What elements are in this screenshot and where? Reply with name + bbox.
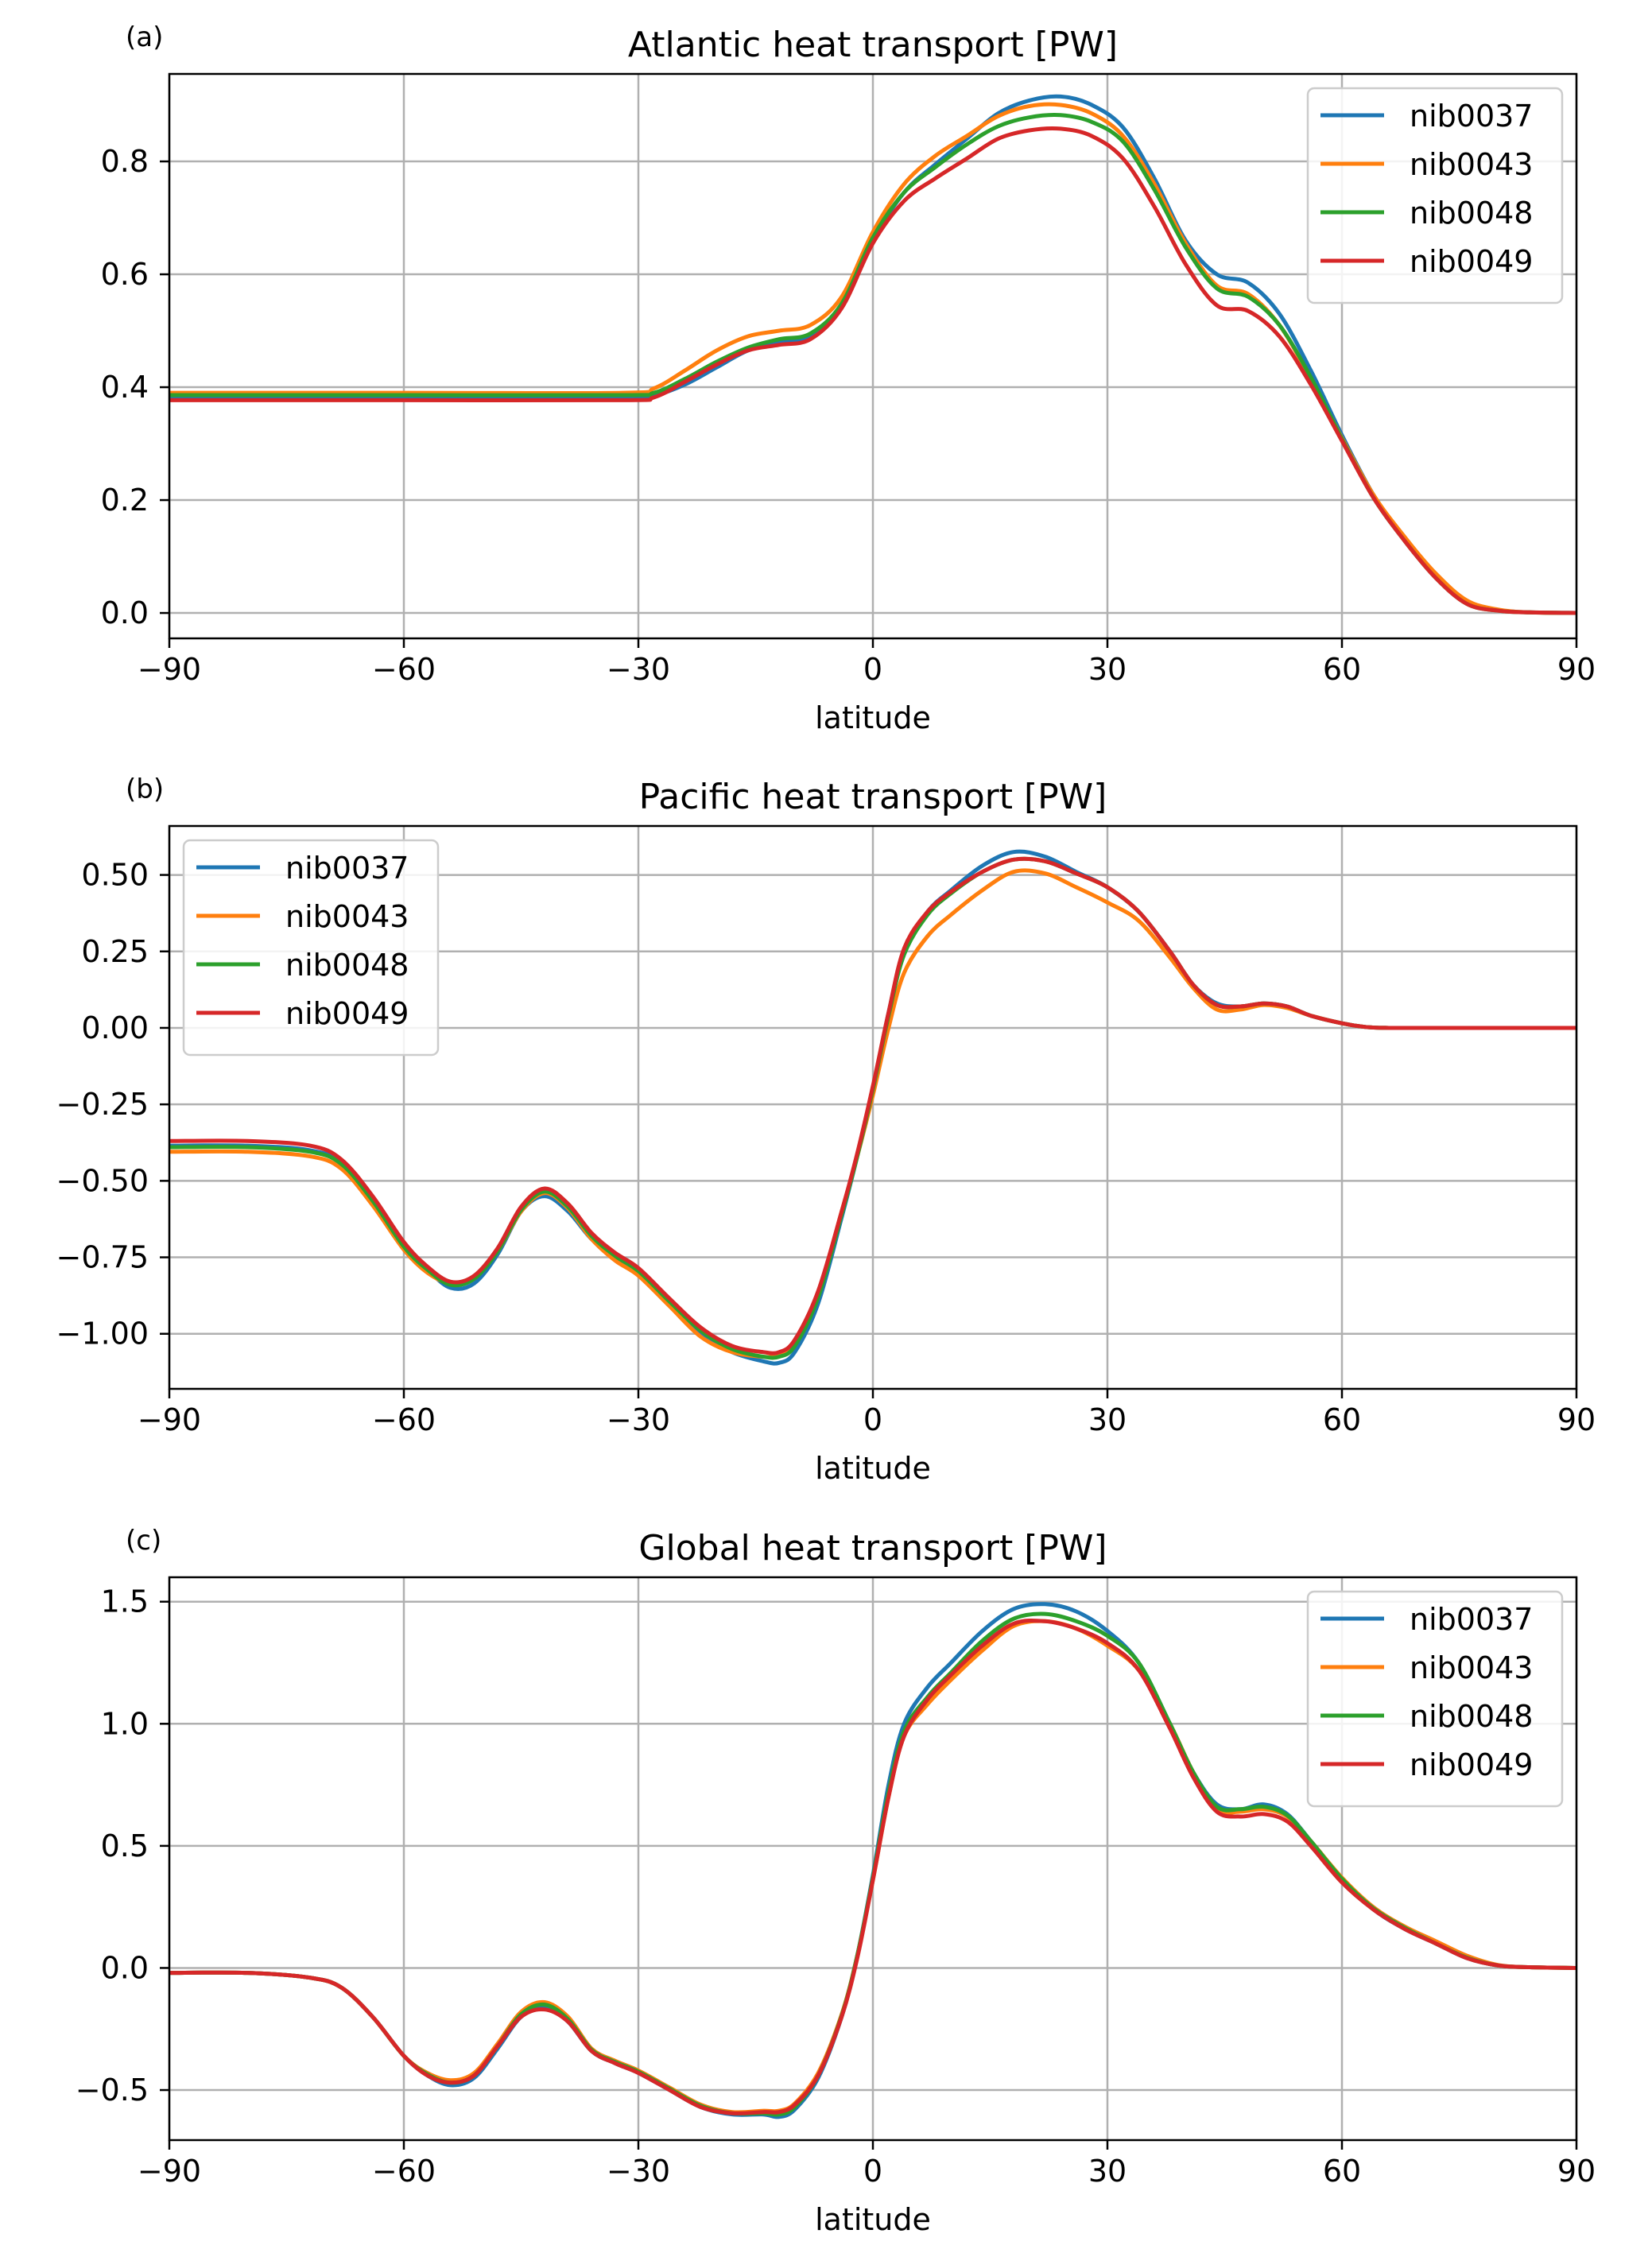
y-ticks: 0.50 0.25 0.00 −0.25 −0.50 −0.75 −1.00 [56, 858, 169, 1351]
y-tick-label: 0.0 [101, 1950, 149, 1985]
legend-box [1306, 1590, 1564, 1808]
y-tick-label: −0.50 [56, 1163, 149, 1198]
legend-label: nib0048 [1410, 196, 1533, 231]
panel-label: (a) [126, 21, 163, 53]
y-ticks: 1.5 1.0 0.5 0.0 −0.5 [76, 1584, 169, 2108]
panel-global: (c) Global heat transport [PW] latitude … [76, 1525, 1596, 2237]
x-tick-label: −60 [372, 652, 436, 687]
legend-label: nib0037 [1410, 99, 1533, 134]
y-tick-label: 0.4 [101, 370, 149, 405]
y-tick-label: 0.6 [101, 257, 149, 292]
legend-box [1306, 87, 1564, 304]
x-tick-label: 60 [1323, 2154, 1361, 2189]
legend-label: nib0048 [285, 948, 409, 983]
series-line-nib0049 [169, 126, 1576, 615]
x-tick-label: 30 [1088, 2154, 1127, 2189]
x-tick-label: −90 [138, 2154, 201, 2189]
x-tick-label: 0 [863, 2154, 882, 2189]
x-tick-label: −90 [138, 1402, 201, 1437]
y-tick-label: 0.00 [81, 1010, 149, 1045]
legend-label: nib0043 [1410, 147, 1533, 182]
x-tick-label: 0 [863, 652, 882, 687]
x-tick-label: −60 [372, 2154, 436, 2189]
legend-label: nib0043 [285, 899, 409, 934]
x-ticks: −90 −60 −30 0 30 60 90 [138, 1389, 1596, 1437]
legend-label: nib0049 [1410, 244, 1533, 279]
y-tick-label: 0.25 [81, 934, 149, 969]
x-tick-label: 30 [1088, 652, 1127, 687]
legend: nib0037 nib0043 nib0048 nib0049 [1306, 1590, 1564, 1808]
x-tick-label: −30 [607, 2154, 670, 2189]
x-tick-label: −30 [607, 652, 670, 687]
y-tick-label: −0.5 [76, 2073, 149, 2108]
series-lines [169, 1602, 1576, 2119]
panel-label: (b) [126, 774, 164, 805]
x-axis-label: latitude [815, 1451, 931, 1486]
grid [168, 74, 1578, 638]
x-tick-label: 30 [1088, 1402, 1127, 1437]
panel-label: (c) [126, 1525, 161, 1557]
x-tick-label: −30 [607, 1402, 670, 1437]
legend-label: nib0037 [285, 851, 409, 886]
y-tick-label: 0.2 [101, 483, 149, 518]
panel-title: Pacific heat transport [PW] [639, 777, 1107, 817]
y-tick-label: 1.5 [101, 1584, 149, 1619]
x-ticks: −90 −60 −30 0 30 60 90 [138, 638, 1596, 687]
series-lines [169, 94, 1576, 615]
legend-label: nib0043 [1410, 1650, 1533, 1685]
series-line-nib0049 [169, 856, 1576, 1355]
y-tick-label: 1.0 [101, 1706, 149, 1741]
x-tick-label: 60 [1323, 1402, 1361, 1437]
legend: nib0037 nib0043 nib0048 nib0049 [1306, 87, 1564, 304]
y-tick-label: 0.5 [101, 1828, 149, 1863]
x-tick-label: 90 [1557, 652, 1596, 687]
panel-title: Atlantic heat transport [PW] [628, 25, 1118, 65]
x-axis-label: latitude [815, 2202, 931, 2237]
y-tick-label: −0.25 [56, 1087, 149, 1122]
panel-title: Global heat transport [PW] [638, 1528, 1107, 1569]
y-tick-label: 0.50 [81, 858, 149, 893]
legend-label: nib0048 [1410, 1699, 1533, 1734]
panel-atlantic: (a) Atlantic heat transport [PW] latitud… [101, 21, 1596, 735]
x-axis-label: latitude [815, 700, 931, 735]
series-line-nib0049 [169, 1618, 1576, 2115]
x-tick-label: 60 [1323, 652, 1361, 687]
y-tick-label: −1.00 [56, 1317, 149, 1351]
legend: nib0037 nib0043 nib0048 nib0049 [182, 839, 440, 1057]
y-ticks: 0.0 0.2 0.4 0.6 0.8 [101, 144, 169, 630]
legend-label: nib0037 [1410, 1602, 1533, 1637]
y-tick-label: −0.75 [56, 1240, 149, 1275]
y-tick-label: 0.8 [101, 144, 149, 179]
legend-box [182, 839, 440, 1057]
legend-label: nib0049 [1410, 1747, 1533, 1782]
x-tick-label: 90 [1557, 2154, 1596, 2189]
panel-pacific: (b) Pacific heat transport [PW] latitude… [56, 774, 1596, 1486]
series-lines [169, 849, 1576, 1366]
x-ticks: −90 −60 −30 0 30 60 90 [138, 2140, 1596, 2189]
legend-label: nib0049 [285, 996, 409, 1031]
x-tick-label: −60 [372, 1402, 436, 1437]
x-tick-label: 90 [1557, 1402, 1596, 1437]
x-tick-label: 0 [863, 1402, 882, 1437]
x-tick-label: −90 [138, 652, 201, 687]
y-tick-label: 0.0 [101, 595, 149, 630]
